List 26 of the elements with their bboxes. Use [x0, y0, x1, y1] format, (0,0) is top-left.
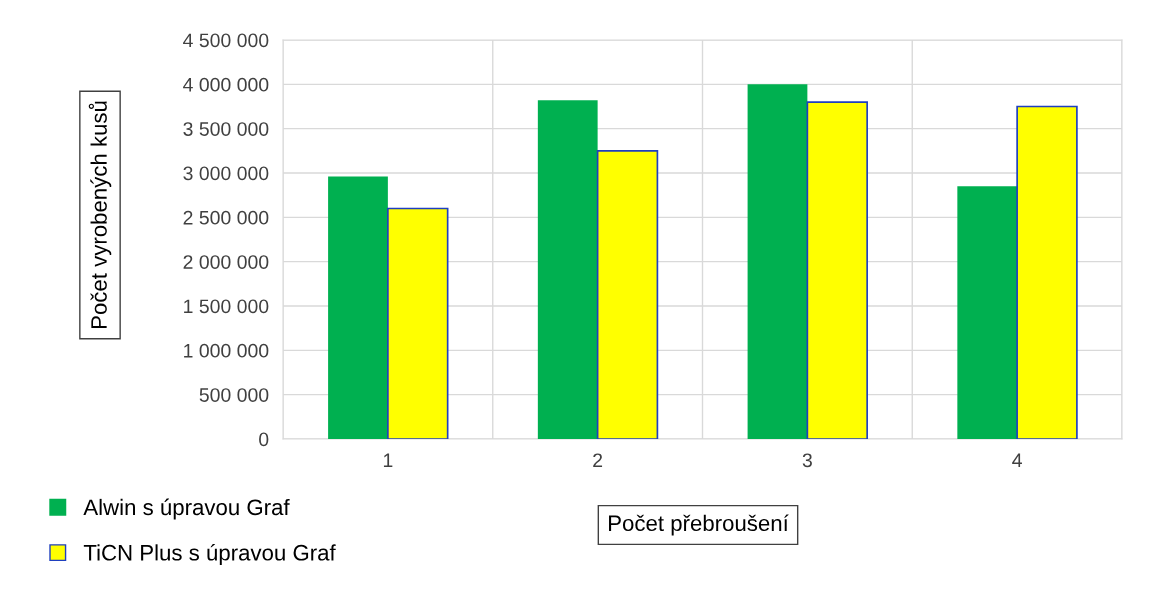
x-axis-title: Počet přebroušení: [609, 514, 789, 536]
bar: [596, 149, 659, 439]
y-tick-label: 0: [259, 432, 269, 447]
bar: [387, 207, 449, 439]
y-tick-label: 2 500 000: [183, 210, 269, 225]
y-axis-title: Počet vyrobených kusů: [88, 101, 112, 329]
y-tick-label: 4 500 000: [183, 33, 269, 48]
y-tick-label: 3 500 000: [183, 122, 269, 136]
legend-label: Alwin s úpravou Graf: [83, 498, 290, 520]
y-tick-label: 4 000 000: [183, 77, 269, 92]
y-tick-label: 1 000 000: [184, 343, 269, 358]
y-tick-label: 1 500 000: [184, 299, 269, 314]
bar: [328, 176, 388, 439]
y-tick-label: 3 000 000: [183, 166, 269, 181]
legend-label: TiCN Plus s úpravou Graf: [83, 544, 336, 565]
x-tick-label: 3: [802, 453, 812, 468]
bar: [747, 84, 808, 439]
x-tick-label: 2: [593, 453, 603, 467]
x-tick-label: 1: [383, 453, 393, 467]
bar: [806, 101, 868, 439]
y-tick-label: 500 000: [199, 388, 269, 402]
bar: [1016, 105, 1078, 439]
bar: [957, 186, 1018, 439]
bar: [537, 100, 598, 439]
y-tick-label: 2 000 000: [183, 255, 269, 269]
x-tick-label: 4: [1012, 453, 1022, 467]
